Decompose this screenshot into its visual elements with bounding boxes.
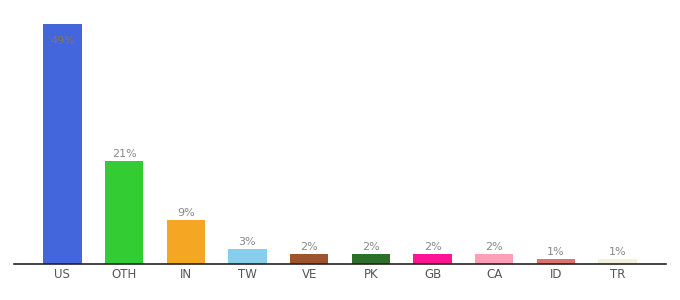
Text: 2%: 2% (486, 242, 503, 252)
Bar (598, 259, 636, 264)
Text: 2%: 2% (362, 242, 379, 252)
Bar (228, 249, 267, 264)
Bar (475, 254, 513, 264)
Bar (537, 259, 575, 264)
Text: 1%: 1% (547, 247, 564, 257)
Text: 21%: 21% (112, 149, 137, 159)
Bar (413, 254, 452, 264)
Text: 1%: 1% (609, 247, 626, 257)
Text: 9%: 9% (177, 208, 194, 218)
Text: 2%: 2% (424, 242, 441, 252)
Text: 49%: 49% (50, 36, 75, 46)
Bar (352, 254, 390, 264)
Bar (44, 24, 82, 264)
Bar (290, 254, 328, 264)
Bar (167, 220, 205, 264)
Text: 3%: 3% (239, 237, 256, 247)
Text: 2%: 2% (301, 242, 318, 252)
Bar (105, 161, 143, 264)
